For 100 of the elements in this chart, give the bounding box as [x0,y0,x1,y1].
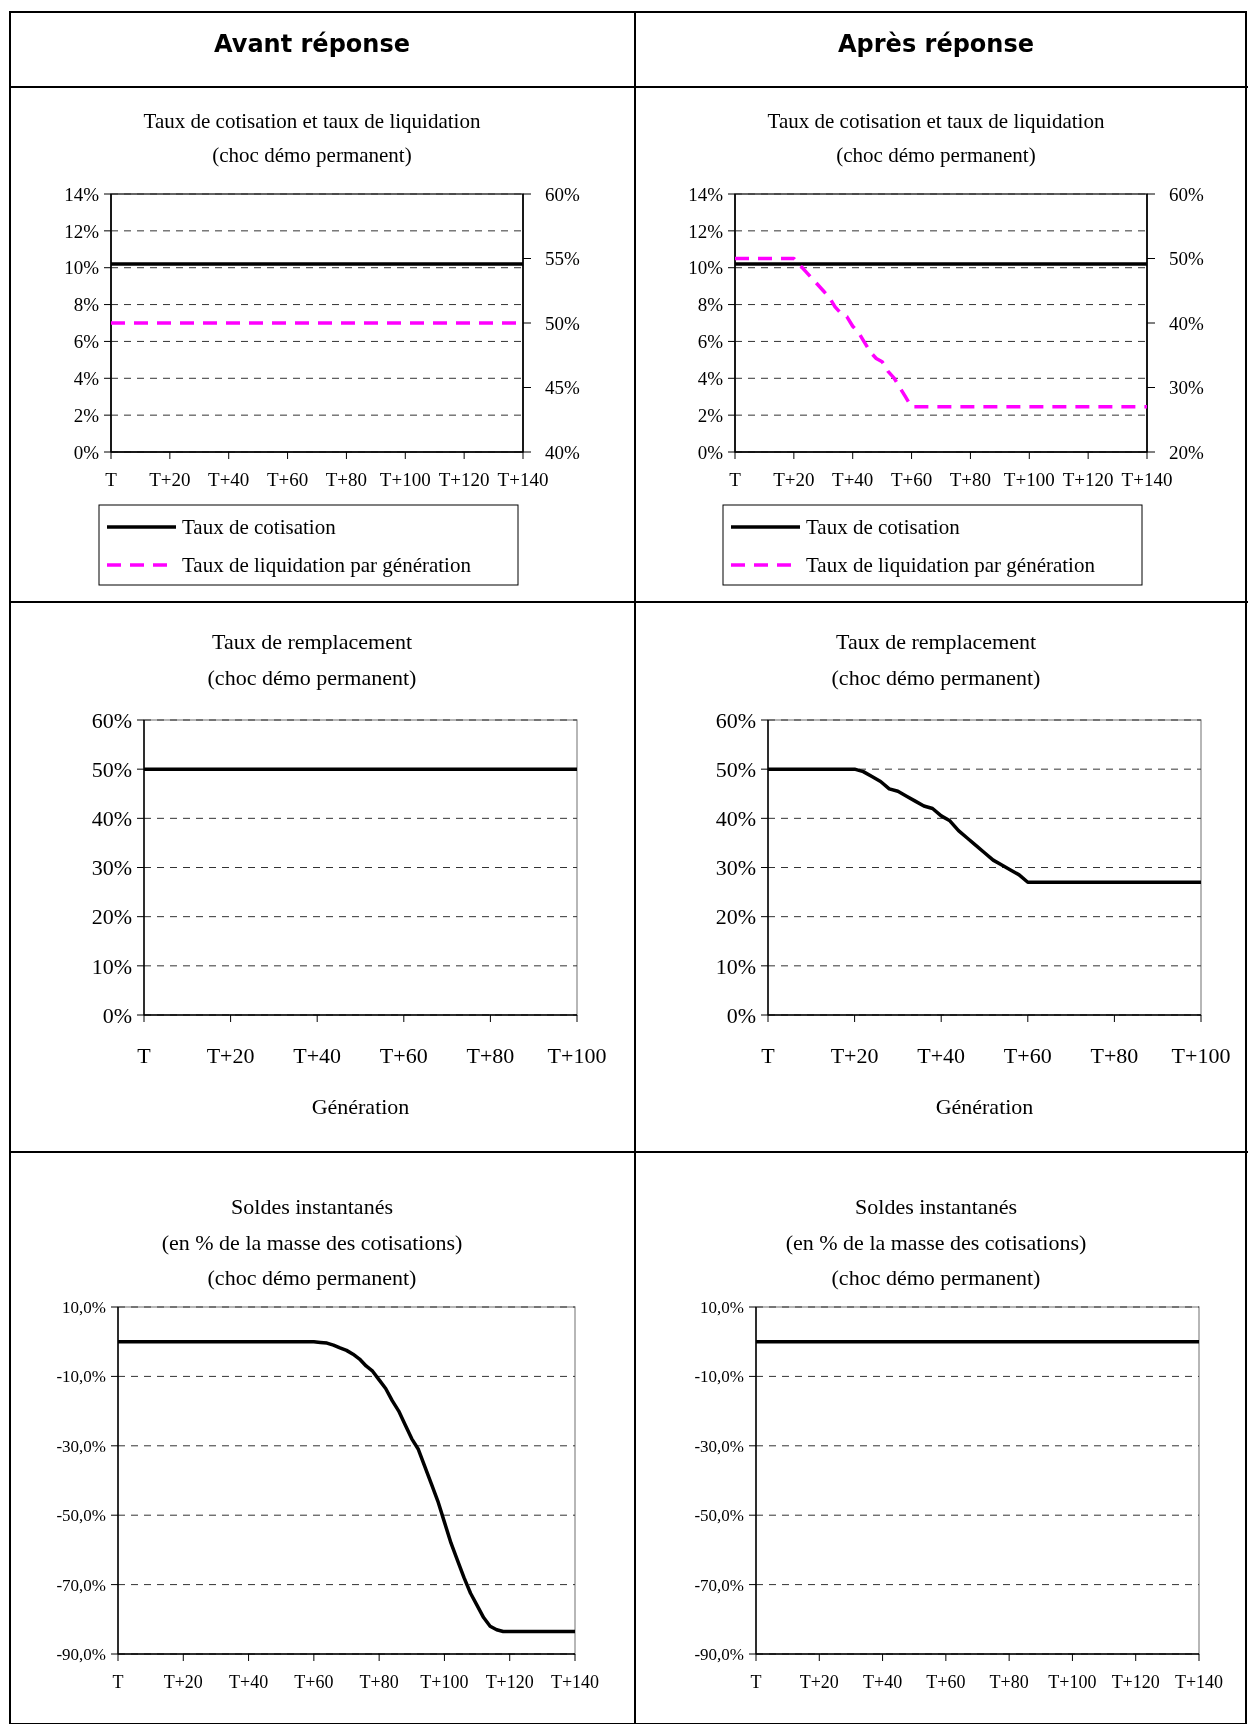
line-series [733,256,1149,409]
y2-tick-label: 60% [1169,183,1204,205]
x-tick-label: T+20 [149,469,191,490]
y-tick-label: 10% [64,257,100,279]
x-tick-label: T+140 [550,1672,600,1692]
y-tick-label: 50% [715,756,756,782]
y-tick-label: -10,0% [694,1367,744,1387]
chart-subtitle: (choc démo permanent) [207,665,417,690]
text: Avant réponse [214,30,410,58]
y-tick-label: 10% [715,953,756,979]
x-tick-label: T+100 [1048,1672,1097,1692]
y-tick-label: -90,0% [56,1644,106,1664]
chart-title: Soldes instantanés [231,1194,393,1219]
y2-tick-label: 30% [1169,377,1204,399]
y-tick-label: 0% [73,441,100,463]
x-tick-label: T+40 [293,1043,342,1068]
y-tick-label: 10,0% [700,1297,744,1317]
x-tick-label: T+40 [862,1672,903,1692]
y-tick-label: 12% [64,220,100,242]
chart-subtitle: (choc démo permanent) [836,143,1036,167]
x-tick-label: T+100 [420,1672,469,1692]
y-tick-label: 20% [715,904,756,930]
x-tick-label: T [105,469,118,490]
y-tick-label: 30% [91,855,132,881]
x-tick-label: T+100 [1171,1043,1231,1068]
y2-tick-label: 55% [545,248,580,270]
x-tick-label: T+80 [949,469,992,490]
x-tick-label: T+100 [379,469,431,490]
y-tick-label: -30,0% [694,1436,744,1456]
chart-title: Taux de cotisation et taux de liquidation [767,109,1105,133]
y-tick-label: -90,0% [694,1644,744,1664]
legend-label: Taux de cotisation [806,515,961,540]
y-tick-label: 0% [697,441,724,463]
x-tick-label: T+80 [359,1672,399,1692]
y-tick-label: -10,0% [56,1367,106,1387]
y-tick-label: 8% [697,294,724,316]
x-tick-label: T+120 [438,469,490,490]
x-tick-label: T+60 [379,1043,428,1068]
y-tick-label: 10% [91,953,132,979]
y-tick-label: 8% [73,294,100,316]
y-tick-label: 4% [697,367,724,389]
y-tick-label: 60% [715,707,756,733]
x-tick-label: T+140 [497,469,549,490]
x-tick-label: T+40 [917,1043,966,1068]
x-tick-label: T [112,1672,124,1692]
x-tick-label: T+140 [1174,1672,1224,1692]
x-tick-label: T [761,1043,776,1068]
chart-subtitle: (choc démo permanent) [831,665,1041,690]
y-tick-label: 2% [697,404,724,426]
x-tick-label: T [750,1672,762,1692]
y-tick-label: 6% [73,331,100,353]
y-tick-label: 14% [688,183,724,205]
y-tick-label: 10% [688,257,724,279]
y-tick-label: -50,0% [56,1506,106,1526]
y2-tick-label: 40% [1169,312,1204,334]
y2-tick-label: 50% [545,312,580,334]
x-tick-label: T+80 [325,469,368,490]
chart-title: Taux de cotisation et taux de liquidation [143,109,481,133]
y-tick-label: -50,0% [694,1506,744,1526]
x-tick-label: T+60 [294,1672,334,1692]
x-tick-label: T+120 [1062,469,1114,490]
chart-title: Taux de remplacement [211,629,413,654]
y-tick-label: 0% [726,1002,756,1028]
x-axis-title: Génération [935,1094,1034,1119]
x-tick-label: T+40 [208,469,250,490]
chart-subtitle: (en % de la masse des cotisations) (choc démo permanent) [785,1230,1087,1290]
y-tick-label: 2% [73,404,100,426]
y-tick-label: 60% [91,707,132,733]
y-tick-label: -30,0% [56,1436,106,1456]
y-tick-label: 4% [73,367,100,389]
y-tick-label: 40% [715,806,756,832]
x-tick-label: T+20 [830,1043,879,1068]
legend-label: Taux de cotisation [182,515,337,540]
x-tick-label: T+20 [163,1672,203,1692]
y-tick-label: -70,0% [694,1575,744,1595]
x-tick-label: T+60 [266,469,309,490]
y-tick-label: -70,0% [56,1575,106,1595]
x-axis-title: Génération [311,1094,410,1119]
x-tick-label: T+120 [485,1672,534,1692]
y2-tick-label: 50% [1169,248,1204,270]
y-tick-label: 20% [91,904,132,930]
y-tick-label: 30% [715,855,756,881]
x-tick-label: T+20 [799,1672,839,1692]
y-tick-label: 14% [64,183,100,205]
x-tick-label: T+140 [1121,469,1173,490]
y2-tick-label: 45% [545,377,580,399]
x-tick-label: T+60 [1003,1043,1052,1068]
chart-subtitle: (choc démo permanent) [212,143,412,167]
legend-label: Taux de liquidation par génération [806,553,1096,578]
x-tick-label: T [729,469,742,490]
x-tick-label: T+40 [228,1672,269,1692]
x-tick-label: T+40 [832,469,874,490]
chart-title: Soldes instantanés [855,1194,1017,1219]
x-tick-label: T [137,1043,152,1068]
x-tick-label: T+100 [1003,469,1055,490]
y2-tick-label: 40% [545,441,580,463]
x-tick-label: T+80 [466,1043,515,1068]
x-tick-label: T+60 [890,469,933,490]
x-tick-label: T+100 [547,1043,607,1068]
x-tick-label: T+120 [1111,1672,1160,1692]
